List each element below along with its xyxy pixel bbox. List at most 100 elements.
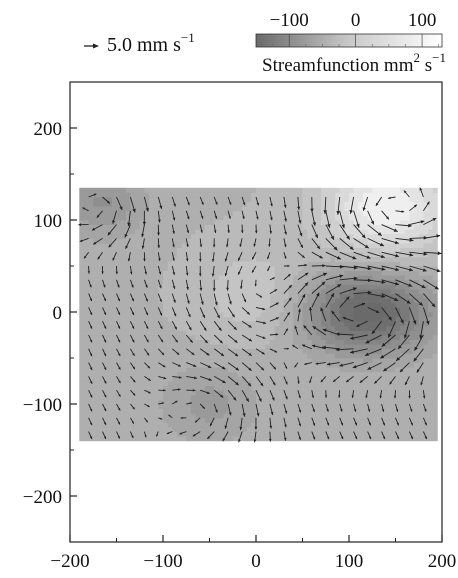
field-cell xyxy=(260,399,266,405)
field-cell xyxy=(344,192,350,198)
field-cell xyxy=(283,399,289,405)
field-cell xyxy=(135,344,141,350)
field-cell xyxy=(367,289,373,294)
field-cell xyxy=(302,321,308,327)
field-cell xyxy=(335,353,341,359)
field-cell xyxy=(149,215,155,221)
field-cell xyxy=(121,201,127,207)
field-cell xyxy=(288,390,294,396)
field-cell xyxy=(135,261,141,267)
field-cell xyxy=(316,427,322,432)
field-cell xyxy=(256,335,262,340)
field-cell xyxy=(79,404,85,409)
field-cell xyxy=(88,381,94,386)
field-cell xyxy=(139,187,145,193)
field-cell xyxy=(311,353,317,359)
field-cell xyxy=(372,431,378,437)
field-cell xyxy=(330,413,336,419)
velocity-vector-head xyxy=(187,300,190,304)
field-cell xyxy=(88,371,94,377)
field-cell xyxy=(195,243,201,248)
field-cell xyxy=(102,339,108,345)
field-cell xyxy=(218,408,224,414)
field-cell xyxy=(190,394,196,400)
field-cell xyxy=(153,210,159,216)
field-cell xyxy=(79,279,85,285)
velocity-vector-head xyxy=(275,333,279,336)
field-cell xyxy=(93,325,99,331)
field-cell xyxy=(116,293,122,299)
field-cell xyxy=(93,330,99,336)
field-cell xyxy=(246,330,252,336)
field-cell xyxy=(395,330,401,336)
field-cell xyxy=(339,404,345,409)
field-cell xyxy=(376,201,382,207)
field-cell xyxy=(176,394,182,400)
field-cell xyxy=(260,330,266,336)
field-cell xyxy=(404,247,410,253)
field-cell xyxy=(135,353,141,359)
field-cell xyxy=(228,399,234,405)
field-cell xyxy=(335,431,341,437)
field-cell xyxy=(251,197,257,202)
field-cell xyxy=(321,399,327,405)
field-cell xyxy=(428,243,434,248)
field-cell xyxy=(214,210,220,216)
field-cell xyxy=(223,325,229,331)
field-cell xyxy=(432,316,438,322)
field-cell xyxy=(349,353,355,359)
field-cell xyxy=(307,431,313,437)
field-cell xyxy=(321,408,327,414)
field-cell xyxy=(181,224,187,230)
field-cell xyxy=(251,210,257,216)
field-cell xyxy=(144,201,150,207)
field-cell xyxy=(414,238,420,244)
field-cell xyxy=(251,325,257,331)
field-cell xyxy=(321,348,327,354)
field-cell xyxy=(190,298,196,304)
field-cell xyxy=(88,233,94,239)
field-cell xyxy=(158,422,164,428)
field-cell xyxy=(214,252,220,258)
field-cell xyxy=(153,344,159,350)
field-cell xyxy=(107,293,113,299)
field-cell xyxy=(386,302,392,308)
field-cell xyxy=(307,385,313,391)
field-cell xyxy=(283,339,289,345)
field-cell xyxy=(335,243,341,248)
field-cell xyxy=(214,422,220,428)
velocity-vector-head xyxy=(228,412,232,416)
field-cell xyxy=(176,381,182,386)
field-cell xyxy=(423,243,429,248)
field-cell xyxy=(130,224,136,230)
velocity-vector-head xyxy=(342,317,346,320)
field-cell xyxy=(335,215,341,221)
field-cell xyxy=(414,367,420,373)
field-cell xyxy=(265,422,271,428)
field-cell xyxy=(335,417,341,423)
field-cell xyxy=(209,210,215,216)
field-cell xyxy=(349,413,355,419)
field-cell xyxy=(79,394,85,400)
field-cell xyxy=(395,293,401,299)
field-cell xyxy=(274,381,280,386)
field-cell xyxy=(102,325,108,331)
field-cell xyxy=(339,256,345,262)
field-cell xyxy=(200,394,206,400)
field-cell xyxy=(358,394,364,400)
field-cell xyxy=(293,307,299,313)
field-cell xyxy=(349,367,355,373)
field-cell xyxy=(302,422,308,428)
field-cell xyxy=(269,335,275,340)
field-cell xyxy=(339,413,345,419)
field-cell xyxy=(265,390,271,396)
field-cell xyxy=(181,307,187,313)
field-cell xyxy=(102,335,108,340)
field-cell xyxy=(88,289,94,294)
field-cell xyxy=(246,307,252,313)
velocity-vector-head xyxy=(89,422,93,426)
field-cell xyxy=(367,229,373,235)
field-cell xyxy=(158,233,164,239)
field-cell xyxy=(423,385,429,391)
field-cell xyxy=(190,408,196,414)
